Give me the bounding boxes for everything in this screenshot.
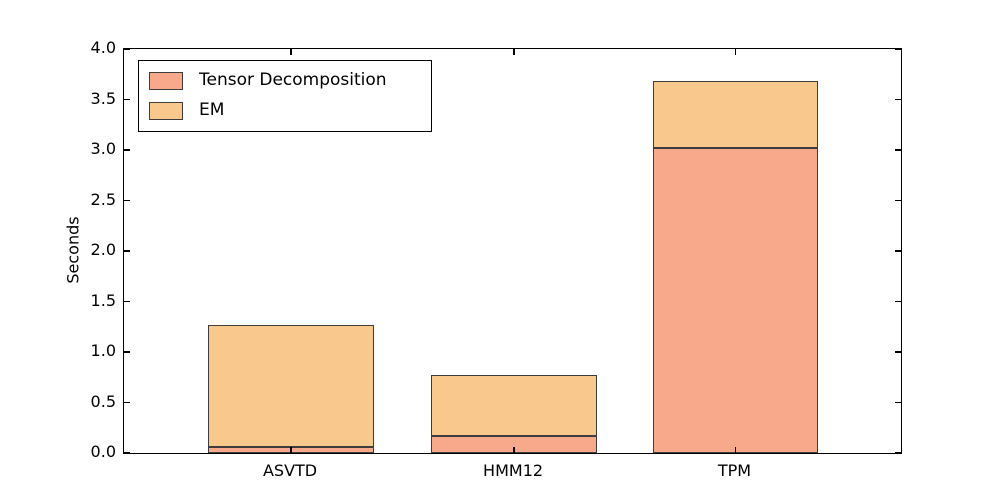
legend-item-em: EM [149,100,421,121]
y-tick-label: 1.0 [90,341,116,360]
y-tick-label: 1.5 [90,290,116,310]
x-tick-mark-top [290,49,292,55]
y-tick-label: 2.0 [90,240,116,259]
y-tick-mark-right [895,300,901,303]
y-tick-label: 4.0 [90,38,116,57]
x-tick-label-asvtd: ASVTD [262,461,318,480]
y-tick-label: 0.5 [90,391,116,411]
y-tick-mark-left [124,48,130,50]
y-tick-label: 2.5 [90,189,116,209]
y-tick-mark-left [124,149,130,151]
legend: Tensor Decomposition EM [138,60,432,132]
y-tick-mark-left [124,452,130,454]
legend-swatch-em [149,101,183,120]
y-tick-mark-left [124,300,130,303]
y-tick-mark-right [895,199,901,202]
legend-label-tensor-decomposition: Tensor Decomposition [199,70,387,90]
y-tick-label: 3.0 [90,139,116,158]
x-tick-label-hmm12: HMM12 [483,461,544,480]
bar-segment-em-asvtd [208,324,374,447]
x-tick-label-tpm: TPM [717,461,752,480]
x-tick-mark-top [513,49,515,55]
x-tick-mark-bottom [513,447,515,453]
y-tick-mark-right [895,149,901,151]
y-tick-mark-right [895,48,901,50]
y-tick-label: 0.0 [90,442,116,461]
y-tick-mark-right [895,98,901,101]
y-tick-label: 3.5 [90,88,116,108]
plot-area: Tensor Decomposition EM [123,48,902,454]
y-tick-mark-left [124,250,130,252]
y-tick-mark-right [895,351,901,353]
bar-segment-em-tpm [652,81,819,148]
bar-segment-em-hmm12 [431,375,597,436]
x-tick-mark-top [734,49,737,55]
y-tick-mark-right [895,401,901,404]
y-tick-mark-right [895,250,901,252]
y-tick-mark-left [124,98,130,101]
y-tick-mark-left [124,351,130,353]
legend-label-em: EM [199,100,225,120]
x-tick-mark-bottom [734,447,737,453]
bar-segment-tensor-decomposition-tpm [652,147,819,453]
legend-swatch-tensor-decomposition [149,71,183,90]
y-tick-mark-right [895,452,901,454]
y-tick-mark-left [124,199,130,202]
y-tick-mark-left [124,401,130,404]
legend-item-tensor-decomposition: Tensor Decomposition [149,70,421,91]
x-tick-mark-bottom [290,447,292,453]
